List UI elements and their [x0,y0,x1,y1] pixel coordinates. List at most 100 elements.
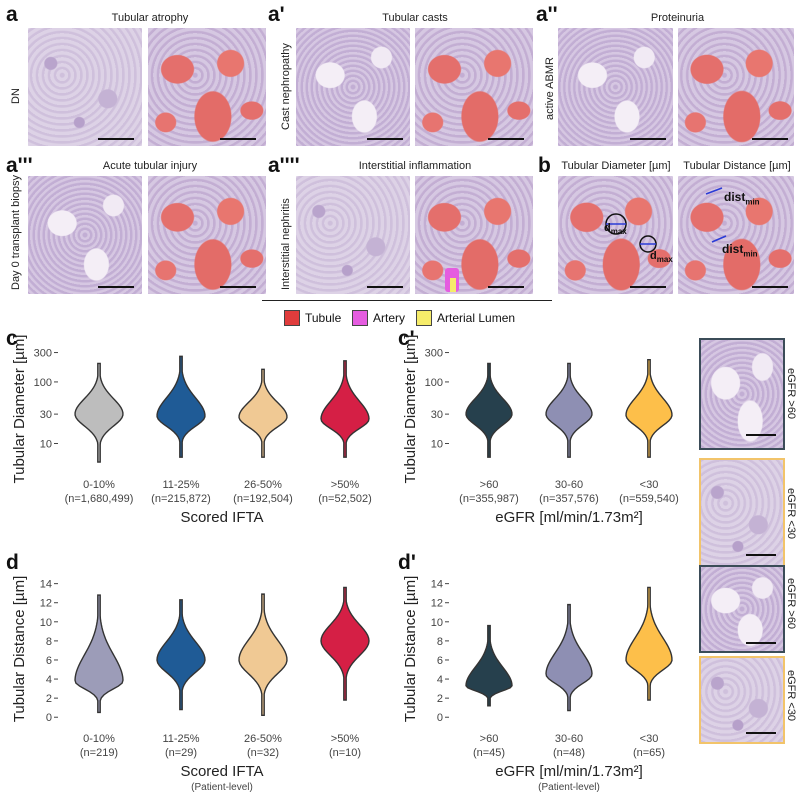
x-tick-label: 30-60 [555,479,583,491]
x-count-label: (n=1,680,499) [65,493,134,505]
chart-tubular-distance-egfr: Tubular Distance [µm] 0 2 4 6 8 10 12 14 >60 (n=45… [402,576,673,793]
panel-a4-side-label: Interstitial nephritis [280,198,292,290]
violin-2 [625,586,673,701]
distance-example-image [678,176,794,294]
y-tick-label: 6 [46,655,52,667]
distmin-text: dist [722,242,744,256]
dmax-text: d [650,250,657,262]
scale-bar [367,138,403,140]
x-tick-label: 0-10% [83,479,115,491]
y-tick-label: 10 [40,617,52,629]
x-axis-label: eGFR [ml/min/1.73m²] [495,509,643,526]
y-axis-label: Tubular Diameter [µm] [402,335,419,484]
x-tick-label: >50% [331,479,360,491]
y-tick-label: 300 [425,348,443,360]
thumbnail-egfr-high [699,565,785,653]
chart-tubular-diameter-egfr: Tubular Diameter [µm] 10 30 100 300 >60 (n=355… [402,335,679,526]
distance-line [705,187,723,195]
dmax-sub: max [656,255,673,265]
x-tick-label: 26-50% [244,733,282,745]
panel-letter-a: a [6,3,18,26]
y-tick-label: 2 [46,693,52,705]
segmentation-image-a2 [678,28,794,146]
y-tick-label: 300 [34,348,52,360]
thumbnail-label: eGFR <30 [785,670,797,722]
scale-bar [220,138,256,140]
violin-2 [238,368,288,458]
x-tick-label: 11-25% [162,733,199,745]
panel-letter-a3: a''' [6,154,33,177]
violin-1 [545,603,593,712]
x-count-label: (n=32) [247,747,279,759]
violin-0 [74,362,124,463]
violin-3 [320,360,370,458]
scale-bar [220,286,256,288]
legend-swatch [416,310,432,326]
panel-letter-a2: a'' [536,3,558,26]
panel-letter-c1: c' [398,327,415,350]
distmin-text: dist [724,190,746,204]
chart-tubular-diameter-ifta: Tubular Diameter [µm] 10 30 100 300 0-10% (n=1… [11,335,372,526]
x-tick-label: >50% [331,733,360,745]
panel-a4-title: Interstitial inflammation [358,160,472,172]
y-tick-label: 6 [437,655,443,667]
diameter-markers [605,213,657,253]
scale-bar [488,138,524,140]
scale-bar [746,732,776,734]
histology-image-a [28,28,142,146]
scale-bar [367,286,403,288]
violin-2 [238,593,288,717]
y-tick-label: 4 [437,674,443,686]
violin-1 [156,355,206,458]
x-count-label: (n=65) [633,747,665,759]
scale-bar [630,138,666,140]
y-tick-label: 10 [431,617,443,629]
y-tick-label: 30 [40,409,52,421]
x-count-label: (n=559,540) [619,493,679,505]
scale-bar [746,554,776,556]
violin-1 [156,599,206,711]
panel-letter-d1: d' [398,551,416,574]
segmentation-image-a [148,28,266,146]
panel-letter-a4: a'''' [268,154,300,177]
x-axis-label: Scored IFTA [180,509,263,526]
violin-1 [545,362,593,458]
distmin-label: distmin [724,190,760,206]
x-count-label: (n=48) [553,747,585,759]
dmax-sub: max [610,227,627,237]
y-tick-label: 10 [40,438,52,450]
violin-0 [74,594,124,714]
thumbnail-egfr-high [699,338,785,450]
dmax-label: dmax [604,222,627,236]
histology-image-a4 [296,176,410,294]
panel-a-title: Tubular atrophy [111,12,189,24]
panel-letter-a1: a' [268,3,285,26]
divider-line [262,300,552,301]
y-tick-label: 30 [431,409,443,421]
dmax-text: d [604,222,611,234]
arterial-lumen-overlay [450,278,456,292]
y-tick-label: 2 [437,693,443,705]
x-axis-sublabel: (Patient-level) [538,782,600,793]
scale-bar [488,286,524,288]
scale-bar [752,138,788,140]
histology-image-a3 [28,176,142,294]
distance-line [711,235,727,243]
distmin-label: distmin [722,242,758,258]
histology-image-a1 [296,28,410,146]
legend-artery: Artery [352,310,405,326]
distmin-sub: min [743,249,758,259]
x-count-label: (n=45) [473,747,505,759]
panel-a-side-label: DN [10,88,22,104]
violin-0 [465,362,513,458]
y-axis-label: Tubular Distance [µm] [402,576,419,722]
legend-swatch [352,310,368,326]
panel-a3-title: Acute tubular injury [102,160,198,172]
x-tick-label: 11-25% [162,479,199,491]
violin-0 [465,624,513,707]
panel-a2-title: Proteinuria [650,12,705,24]
y-tick-label: 14 [40,579,52,591]
x-count-label: (n=192,504) [233,493,293,505]
x-count-label: (n=10) [329,747,361,759]
panel-a3-side-label: Day 0 transplant biopsy [10,175,22,290]
